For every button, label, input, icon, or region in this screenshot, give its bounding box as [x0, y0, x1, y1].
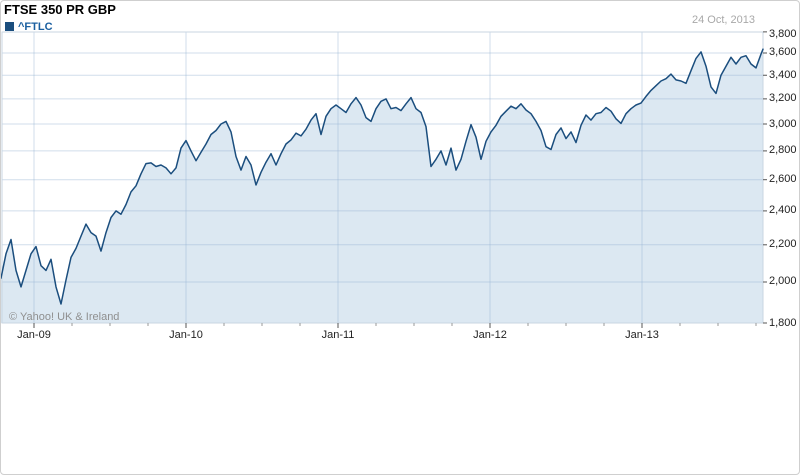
y-axis-label: 3,800: [769, 28, 797, 40]
chart-title: FTSE 350 PR GBP: [4, 2, 116, 17]
y-axis-label: 3,000: [769, 118, 797, 130]
y-axis-label: 1,800: [769, 317, 797, 329]
x-axis-label: Jan-13: [625, 329, 659, 341]
y-axis-label: 3,400: [769, 69, 797, 81]
y-axis-label: 2,800: [769, 144, 797, 156]
y-axis-label: 2,400: [769, 204, 797, 216]
y-axis-label: 2,000: [769, 275, 797, 287]
x-axis-label: Jan-12: [473, 329, 507, 341]
y-axis-label: 3,600: [769, 46, 797, 58]
x-axis-label: Jan-09: [17, 329, 51, 341]
x-axis-label: Jan-11: [321, 329, 355, 341]
x-axis-label: Jan-10: [169, 329, 203, 341]
legend-swatch-icon: [5, 22, 14, 31]
watermark: © Yahoo! UK & Ireland: [9, 311, 120, 323]
chart-date: 24 Oct, 2013: [692, 14, 755, 26]
y-axis-label: 2,200: [769, 238, 797, 250]
y-axis-label: 2,600: [769, 173, 797, 185]
legend-symbol: ^FTLC: [18, 20, 53, 33]
y-axis-label: 3,200: [769, 92, 797, 104]
legend: ^FTLC: [5, 20, 53, 33]
